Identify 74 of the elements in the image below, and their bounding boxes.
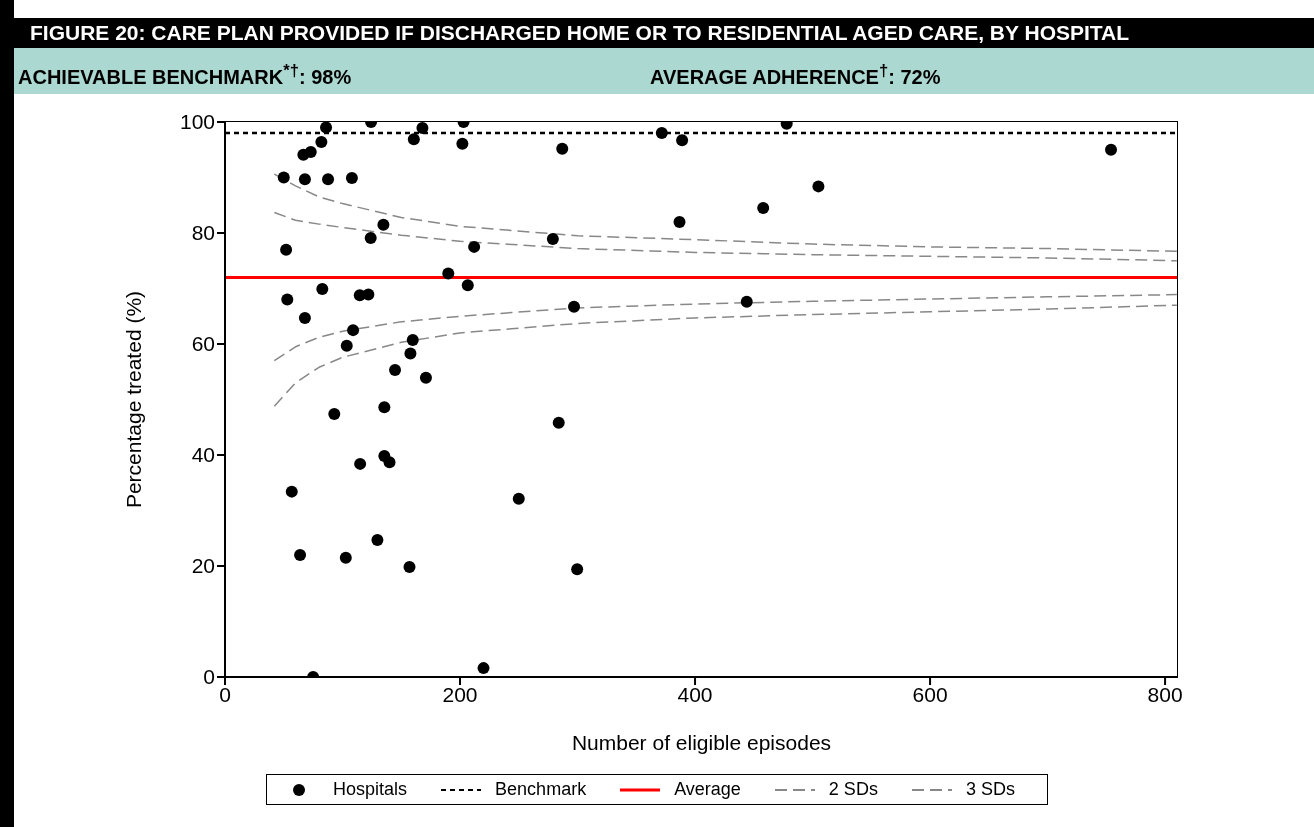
point [461,279,474,292]
point [285,485,298,498]
y-tick-label: 0 [203,665,215,689]
y-tick-label: 20 [191,554,215,578]
point [298,311,311,324]
point [347,324,360,337]
point [512,492,525,505]
x-tick-label: 600 [912,682,948,706]
point [419,371,432,384]
point [304,145,317,158]
point [378,401,391,414]
y-tick-label: 40 [191,443,215,467]
legend-label: Average [674,779,741,800]
point [328,407,341,420]
point [556,142,569,155]
point [568,300,580,313]
point [362,288,375,301]
point [406,334,419,347]
x-tick-label: 0 [219,682,231,706]
point [416,122,429,135]
line-series [273,293,1178,362]
point [403,561,416,574]
legend-label: Hospitals [333,779,408,800]
point [456,137,469,150]
point [339,551,352,564]
y-tick-label: 80 [191,221,215,245]
line-series [273,173,1178,253]
chart-title: FIGURE 20: CARE PLAN PROVIDED IF DISCHARGED HOME OR TO RESIDENTIAL AGED CARE, BY HOSPITAL [14,18,1314,48]
legend-label: 2 SDs [828,779,878,800]
text: ACHIEVABLE BENCHMARK$^{*†}$: 98% [18,60,352,90]
text: AVERAGE ADHERENCE$^{†}$: 72% [650,60,941,90]
point [389,364,402,377]
line-series [273,211,1178,262]
point [571,563,584,576]
point [340,339,353,352]
point [1105,143,1118,156]
point [354,457,367,470]
point [316,283,329,296]
point [277,171,290,184]
point [404,347,417,360]
point [407,133,420,146]
y-tick-label: 60 [191,332,215,356]
legend-label: Benchmark [495,779,587,800]
point [364,232,377,244]
point [740,295,753,308]
point [546,233,559,246]
x-axis-title: Number of eligible episodes [571,731,832,754]
point [320,122,333,134]
legend-label: 3 SDs [965,779,1015,800]
y-tick-label: 100 [179,110,215,134]
point [655,127,668,140]
point [673,215,686,228]
point [294,548,307,561]
y-axis-title: Percentage treated (%) [122,290,146,509]
point [676,134,689,147]
x-tick-label: 400 [677,682,713,706]
point [757,202,770,215]
point [281,293,294,306]
point [371,533,384,546]
point [377,218,390,231]
line-series [273,304,1178,407]
point [345,172,358,185]
point [298,173,311,186]
point [280,243,293,256]
point [383,456,396,469]
point [812,180,825,193]
x-tick-label: 800 [1147,682,1183,706]
point [477,662,490,675]
point [315,135,328,148]
point [552,416,565,429]
point [322,173,335,186]
point [442,267,455,280]
point [468,240,481,253]
x-tick-label: 200 [442,682,478,706]
